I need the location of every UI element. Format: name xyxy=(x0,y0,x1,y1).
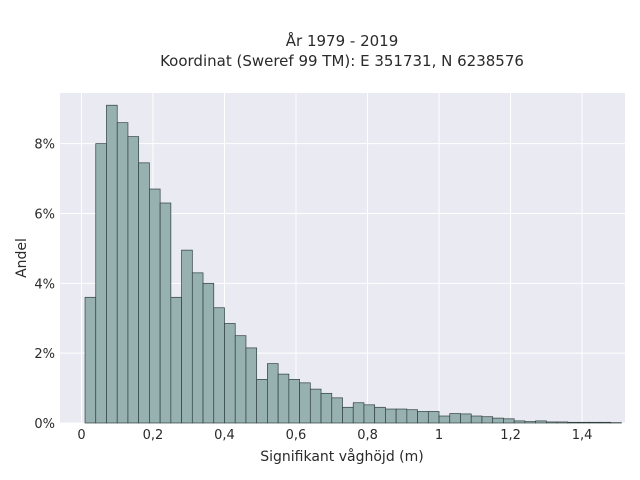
y-tick-label: 0% xyxy=(34,417,55,432)
histogram-bar xyxy=(352,402,365,424)
histogram-bar xyxy=(309,388,322,424)
histogram-bar xyxy=(342,406,354,424)
histogram-bar xyxy=(374,406,386,424)
histogram-bar xyxy=(159,202,172,424)
y-tick-label: 8% xyxy=(34,138,55,153)
x-axis-label: Signifikant våghöjd (m) xyxy=(260,448,423,465)
histogram-bar xyxy=(234,335,247,424)
chart-title: År 1979 - 2019 xyxy=(286,31,399,50)
histogram-bar xyxy=(406,409,418,424)
histogram-bar xyxy=(449,413,461,424)
y-tick-labels: 0% 2% 4% 6% 8% xyxy=(34,138,55,432)
histogram-bar xyxy=(385,408,397,424)
histogram-bar xyxy=(395,408,408,424)
x-tick-label: 0,4 xyxy=(214,428,235,443)
histogram-bar xyxy=(277,373,290,424)
histogram-bar xyxy=(202,282,215,424)
y-tick-label: 4% xyxy=(34,277,55,292)
y-tick-label: 2% xyxy=(34,347,55,362)
histogram-bar xyxy=(545,421,558,424)
histogram-bar xyxy=(116,122,129,424)
histogram-bar xyxy=(138,162,150,424)
histogram-bar xyxy=(492,417,504,424)
y-tick-label: 6% xyxy=(34,207,55,222)
histogram-bar xyxy=(170,296,182,424)
histogram-bar xyxy=(256,378,268,424)
histogram-bar xyxy=(106,104,118,424)
histogram-bar xyxy=(331,397,343,424)
histogram-bar xyxy=(460,413,472,424)
histogram-bar xyxy=(95,143,107,424)
x-tick-labels: 0 0,2 0,4 0,6 0,8 1 1,2 1,4 xyxy=(77,428,592,443)
histogram-bar xyxy=(503,418,515,424)
histogram-bar xyxy=(149,188,161,424)
x-tick-label: 0,2 xyxy=(143,428,164,443)
histogram-bar xyxy=(470,415,483,424)
bars xyxy=(84,104,622,424)
histogram-bar xyxy=(417,411,429,424)
histogram-bar xyxy=(181,249,193,424)
histogram-bar xyxy=(427,411,440,424)
x-tick-label: 1 xyxy=(435,428,443,443)
x-tick-label: 1,4 xyxy=(572,428,593,443)
chart-subtitle: Koordinat (Sweref 99 TM): E 351731, N 62… xyxy=(160,52,524,70)
x-tick-label: 0,6 xyxy=(286,428,307,443)
histogram-bar xyxy=(191,272,204,424)
x-tick-label: 0,8 xyxy=(357,428,378,443)
histogram-bar xyxy=(127,136,140,424)
x-tick-label: 1,2 xyxy=(500,428,521,443)
histogram-bar xyxy=(224,323,236,424)
histogram-bar xyxy=(288,378,300,424)
histogram-bar xyxy=(599,421,612,424)
y-axis-label: Andel xyxy=(14,238,30,278)
histogram-bar xyxy=(524,421,536,424)
histogram-bar xyxy=(513,420,526,424)
histogram-bar xyxy=(245,347,258,424)
histogram-bar xyxy=(84,296,97,424)
histogram-bar xyxy=(588,421,601,424)
histogram-bar xyxy=(267,363,279,424)
histogram-bar xyxy=(578,421,590,424)
histogram-bar xyxy=(363,404,376,424)
histogram-bar xyxy=(320,392,333,424)
histogram-bar xyxy=(556,421,569,424)
histogram-bar xyxy=(535,420,547,424)
x-tick-label: 0 xyxy=(77,428,85,443)
histogram-bar xyxy=(567,421,579,424)
histogram-bar xyxy=(213,307,225,424)
histogram-bar xyxy=(438,415,451,424)
histogram-bar xyxy=(481,416,494,424)
histogram-bar xyxy=(299,382,311,424)
